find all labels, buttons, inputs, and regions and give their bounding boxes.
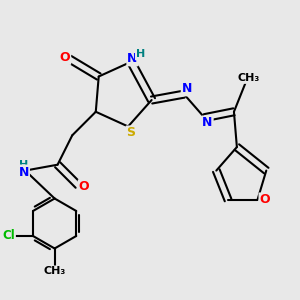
Text: N: N xyxy=(202,116,213,130)
Text: Cl: Cl xyxy=(2,230,15,242)
Text: O: O xyxy=(260,194,270,206)
Text: H: H xyxy=(136,50,145,59)
Text: H: H xyxy=(19,160,28,170)
Text: O: O xyxy=(60,51,70,64)
Text: N: N xyxy=(127,52,138,65)
Text: CH₃: CH₃ xyxy=(44,266,66,276)
Text: N: N xyxy=(182,82,192,95)
Text: O: O xyxy=(79,180,89,193)
Text: N: N xyxy=(19,166,29,178)
Text: CH₃: CH₃ xyxy=(238,73,260,83)
Text: S: S xyxy=(127,127,136,140)
